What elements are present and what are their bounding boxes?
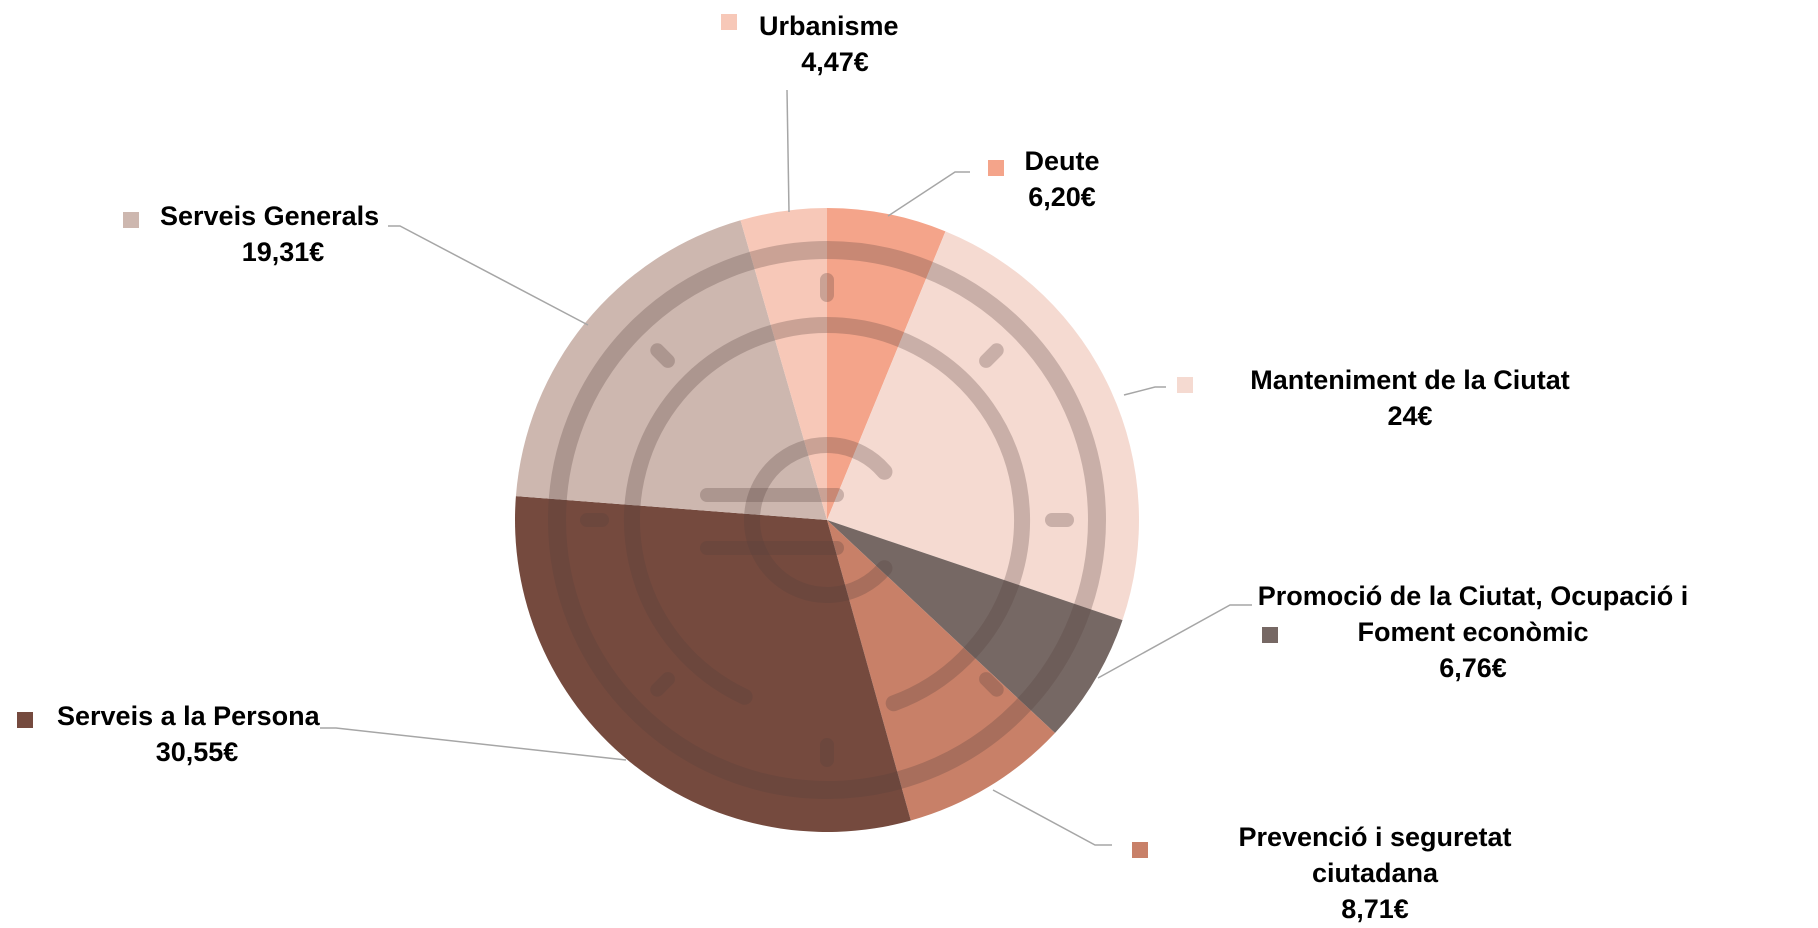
legend-marker-generals (123, 212, 139, 228)
slice-name-label-prevencio-1: ciutadana (1312, 858, 1439, 888)
slice-value-label-generals: 19,31€ (242, 237, 325, 267)
coin-outer-ring (548, 241, 1106, 799)
leader-line-prevencio (992, 789, 1112, 846)
slice-value-label-promocio: 6,76€ (1439, 653, 1507, 683)
leader-line-promocio (1097, 604, 1252, 679)
slice-value-label-persona: 30,55€ (156, 737, 239, 767)
coin-tick-7 (650, 343, 675, 368)
slice-name-label-urbanisme-0: Urbanisme (759, 11, 899, 41)
legend-marker-manteniment (1177, 377, 1193, 393)
leader-lines (320, 89, 1252, 846)
slice-name-label-deute-0: Deute (1024, 146, 1099, 176)
coin-tick-1 (979, 343, 1004, 368)
slice-value-label-deute: 6,20€ (1028, 182, 1096, 212)
legend-marker-prevencio (1132, 842, 1148, 858)
pie-slice-generals (515, 220, 827, 520)
pie-slice-deute (827, 208, 946, 520)
coin-tick-3 (979, 672, 1004, 697)
coin-tick-5 (650, 672, 675, 697)
pie-slice-promocio (827, 520, 1123, 734)
legend-marker-urbanisme (721, 14, 737, 30)
slice-labels: Deute 6,20€ Manteniment de la Ciutat 24€ Pro… (17, 11, 1689, 924)
euro-coin-icon (548, 241, 1106, 799)
pie-slice-manteniment (827, 231, 1139, 621)
legend-marker-deute (988, 160, 1004, 176)
slice-name-label-promocio-0: Promoció de la Ciutat, Ocupació i (1258, 581, 1689, 611)
leader-line-deute (887, 171, 970, 217)
slice-value-label-prevencio: 8,71€ (1341, 894, 1409, 923)
slice-name-label-generals-0: Serveis Generals (160, 201, 379, 231)
slice-name-label-persona-0: Serveis a la Persona (57, 701, 321, 731)
slice-name-label-prevencio-0: Prevenció i seguretat (1238, 822, 1511, 852)
slice-name-label-promocio-1: Foment econòmic (1357, 617, 1588, 647)
leader-line-urbanisme (786, 89, 790, 213)
euro-symbol-arc (744, 437, 893, 603)
slices-layer (515, 208, 1139, 832)
leader-line-generals (388, 225, 589, 326)
pie-slice-prevencio (827, 520, 1055, 821)
slice-value-label-urbanisme: 4,47€ (801, 47, 869, 77)
slice-value-label-manteniment: 24€ (1387, 401, 1432, 431)
pie-slice-persona (515, 496, 911, 832)
legend-marker-promocio (1262, 627, 1278, 643)
slice-name-label-manteniment-0: Manteniment de la Ciutat (1250, 365, 1570, 395)
coin-inner-ring (624, 317, 1030, 712)
legend-marker-persona (17, 712, 33, 728)
pie-slice-urbanisme (740, 208, 827, 520)
leader-line-persona (320, 727, 627, 761)
leader-line-manteniment (1123, 386, 1166, 396)
